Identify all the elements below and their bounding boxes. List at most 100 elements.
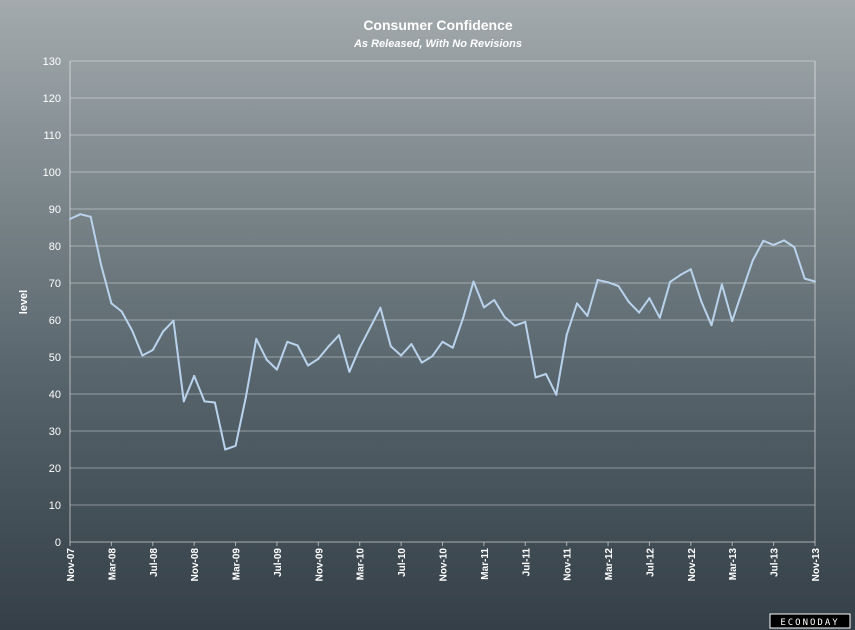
x-tick-label: Jul-12	[645, 548, 656, 577]
data-point	[234, 444, 237, 447]
x-tick-label: Jul-08	[149, 548, 160, 577]
data-point	[638, 311, 641, 314]
data-point	[627, 300, 630, 303]
data-point	[586, 314, 589, 317]
watermark-text: ECONODAY	[780, 618, 839, 628]
data-point	[441, 340, 444, 343]
data-point	[658, 316, 661, 319]
y-tick-label: 10	[49, 500, 61, 512]
data-point	[679, 273, 682, 276]
data-point	[689, 268, 692, 271]
data-point	[110, 302, 113, 305]
data-point	[762, 239, 765, 242]
data-point	[79, 213, 82, 216]
x-tick-label: Nov-11	[563, 548, 574, 581]
y-tick-label: 0	[55, 537, 61, 549]
x-tick-label: Jul-09	[273, 548, 284, 577]
data-point	[244, 395, 247, 398]
y-tick-label: 50	[49, 352, 61, 364]
x-tick-label: Mar-12	[604, 548, 615, 581]
data-point	[741, 289, 744, 292]
data-point	[317, 357, 320, 360]
data-point	[327, 345, 330, 348]
data-point	[286, 340, 289, 343]
y-tick-label: 70	[49, 278, 61, 290]
data-point	[431, 355, 434, 358]
y-axis-label: level	[18, 290, 30, 314]
x-tick-label: Mar-09	[232, 548, 243, 581]
x-tick-label: Mar-11	[480, 548, 491, 580]
data-point	[617, 284, 620, 287]
data-point	[131, 329, 134, 332]
data-point	[596, 279, 599, 282]
data-point	[576, 302, 579, 305]
data-point	[296, 344, 299, 347]
data-point	[89, 215, 92, 218]
y-tick-label: 90	[49, 204, 61, 216]
x-tick-label: Nov-12	[687, 548, 698, 582]
y-tick-label: 100	[43, 167, 61, 179]
data-point	[555, 393, 558, 396]
data-point	[700, 300, 703, 303]
data-point	[420, 361, 423, 364]
data-point	[224, 448, 227, 451]
x-tick-label: Mar-10	[356, 548, 367, 581]
data-point	[162, 330, 165, 333]
data-point	[358, 346, 361, 349]
data-point	[782, 239, 785, 242]
data-point	[379, 306, 382, 309]
data-point	[534, 376, 537, 379]
x-tick-label: Mar-08	[107, 548, 118, 581]
data-point	[669, 280, 672, 283]
data-point	[565, 333, 568, 336]
data-point	[493, 299, 496, 302]
x-tick-label: Jul-13	[770, 548, 781, 577]
y-tick-label: 20	[49, 463, 61, 475]
data-point	[720, 283, 723, 286]
series-line	[69, 213, 816, 451]
data-point	[462, 316, 465, 319]
data-point	[400, 354, 403, 357]
x-tick-label: Jul-11	[521, 548, 532, 577]
data-point	[275, 368, 278, 371]
x-tick-label: Nov-09	[314, 548, 325, 582]
data-point	[265, 358, 268, 361]
x-tick-label: Jul-10	[397, 548, 408, 577]
data-point	[524, 320, 527, 323]
data-point	[607, 281, 610, 284]
x-axis-ticks: Nov-07 Mar-08 Jul-08 Nov-08 Mar-09 Jul-09 Nov-…	[66, 542, 822, 581]
y-tick-label: 110	[43, 130, 61, 142]
data-point	[120, 310, 123, 313]
y-axis-ticks: 0 10 20 30 40 50 60 70 80 90 100 110 120 130	[43, 56, 61, 549]
y-tick-label: 80	[49, 241, 61, 253]
data-point	[193, 374, 196, 377]
data-point	[369, 326, 372, 329]
x-tick-label: Nov-08	[190, 548, 201, 582]
data-point	[648, 297, 651, 300]
y-tick-label: 60	[49, 315, 61, 327]
x-tick-label: Nov-13	[811, 548, 822, 582]
data-point	[348, 370, 351, 373]
data-point	[338, 334, 341, 337]
gridlines	[69, 60, 816, 543]
y-tick-label: 130	[43, 56, 61, 68]
data-point	[306, 364, 309, 367]
data-point	[389, 345, 392, 348]
chart-title: Consumer Confidence	[363, 17, 513, 33]
data-point	[100, 263, 103, 266]
data-point	[814, 280, 816, 283]
data-point	[203, 400, 206, 403]
x-tick-label: Mar-13	[728, 548, 739, 581]
data-point	[803, 277, 806, 280]
watermark-logo: ECONODAY	[769, 613, 851, 629]
y-tick-label: 30	[49, 426, 61, 438]
data-point	[731, 320, 734, 323]
data-point	[751, 259, 754, 262]
chart-subtitle: As Released, With No Revisions	[353, 38, 522, 50]
y-tick-label: 40	[49, 389, 61, 401]
data-point	[710, 324, 713, 327]
data-point	[772, 243, 775, 246]
data-point	[472, 280, 475, 283]
data-point	[451, 346, 454, 349]
